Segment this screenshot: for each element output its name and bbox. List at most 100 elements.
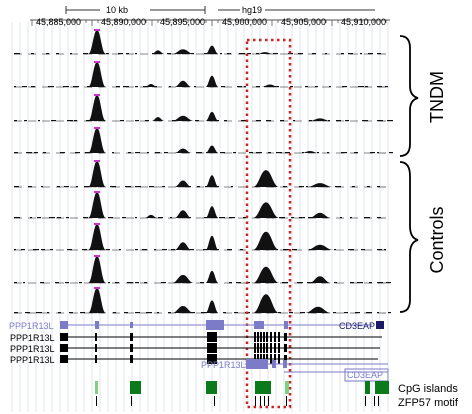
signal-noise <box>69 312 73 314</box>
peak-tip <box>94 287 100 289</box>
signal-noise <box>361 249 365 251</box>
signal-noise <box>358 86 364 88</box>
signal-noise <box>368 53 373 55</box>
signal-noise <box>362 120 368 122</box>
signal-noise <box>23 282 25 284</box>
signal-noise <box>283 186 287 188</box>
position-0: 45,885,000 <box>36 17 81 27</box>
signal-noise <box>340 217 342 219</box>
signal-peak <box>172 306 194 313</box>
signal-noise <box>299 186 304 188</box>
signal-noise <box>201 312 207 314</box>
signal-noise <box>14 312 18 314</box>
signal-noise <box>236 282 241 284</box>
signal-noise <box>387 120 393 122</box>
signal-noise <box>43 152 46 154</box>
signal-noise <box>342 86 347 88</box>
signal-noise <box>366 312 372 314</box>
signal-peak <box>88 288 106 313</box>
signal-noise <box>348 53 353 55</box>
signal-noise <box>55 282 59 284</box>
signal-peak <box>151 117 165 121</box>
peak-tip <box>94 160 100 162</box>
signal-noise <box>292 249 297 251</box>
signal-noise <box>237 86 242 88</box>
signal-peak <box>301 151 319 153</box>
signal-peak <box>306 244 334 250</box>
signal-noise <box>278 312 281 314</box>
signal-noise <box>50 249 53 251</box>
signal-noise <box>66 217 69 219</box>
signal-noise <box>168 312 171 314</box>
signal-tracks <box>14 29 393 314</box>
assembly-label: hg19 <box>242 5 262 15</box>
signal-noise <box>244 86 246 88</box>
signal-peak <box>252 231 280 250</box>
controls-bracket <box>399 161 419 313</box>
signal-noise <box>113 312 116 314</box>
signal-noise <box>170 217 172 219</box>
signal-noise <box>14 53 20 55</box>
signal-noise <box>135 120 139 122</box>
signal-noise <box>352 186 355 188</box>
signal-noise <box>128 152 131 154</box>
signal-noise <box>135 282 139 284</box>
signal-track <box>14 61 390 88</box>
signal-noise <box>315 86 318 88</box>
signal-track <box>14 255 391 284</box>
signal-noise <box>56 53 59 55</box>
signal-peak <box>144 84 158 87</box>
signal-noise <box>31 86 35 88</box>
signal-noise <box>365 86 368 88</box>
signal-noise <box>84 186 89 188</box>
signal-noise <box>34 152 38 154</box>
signal-noise <box>147 152 149 154</box>
signal-noise <box>227 53 231 55</box>
signal-noise <box>325 53 327 55</box>
signal-noise <box>369 282 372 284</box>
signal-noise <box>223 312 226 314</box>
signal-noise <box>49 217 55 219</box>
signal-noise <box>118 53 123 55</box>
signal-noise <box>308 217 313 219</box>
signal-noise <box>164 152 168 154</box>
signal-peak <box>205 235 219 250</box>
signal-noise <box>243 217 248 219</box>
signal-peak <box>88 30 106 54</box>
signal-noise <box>239 53 245 55</box>
signal-noise <box>154 249 156 251</box>
signal-noise <box>341 53 344 55</box>
signal-track <box>14 160 390 188</box>
signal-peak <box>205 270 219 283</box>
signal-peak <box>205 175 219 187</box>
signal-noise <box>108 217 113 219</box>
signal-peak <box>205 75 219 87</box>
signal-noise <box>85 152 90 154</box>
signal-peak <box>205 45 219 54</box>
cpg-island-track <box>95 381 389 394</box>
signal-noise <box>364 217 370 219</box>
signal-noise <box>108 282 110 284</box>
signal-noise <box>377 53 381 55</box>
signal-noise <box>290 86 293 88</box>
signal-noise <box>280 120 284 122</box>
signal-peak <box>172 115 194 121</box>
signal-noise <box>221 86 225 88</box>
signal-noise <box>288 53 293 55</box>
signal-noise <box>122 217 126 219</box>
signal-noise <box>345 120 349 122</box>
signal-noise <box>26 152 32 154</box>
signal-noise <box>14 282 17 284</box>
signal-noise <box>14 86 16 88</box>
signal-noise <box>80 312 85 314</box>
signal-noise <box>367 186 370 188</box>
signal-peak <box>205 206 219 218</box>
ruler-ticks <box>31 20 387 26</box>
signal-peak <box>261 84 279 87</box>
signal-noise <box>60 152 65 154</box>
signal-noise <box>115 282 119 284</box>
signal-peak <box>88 161 106 187</box>
signal-noise <box>309 120 312 122</box>
signal-noise <box>384 249 386 251</box>
signal-peak <box>205 145 219 153</box>
